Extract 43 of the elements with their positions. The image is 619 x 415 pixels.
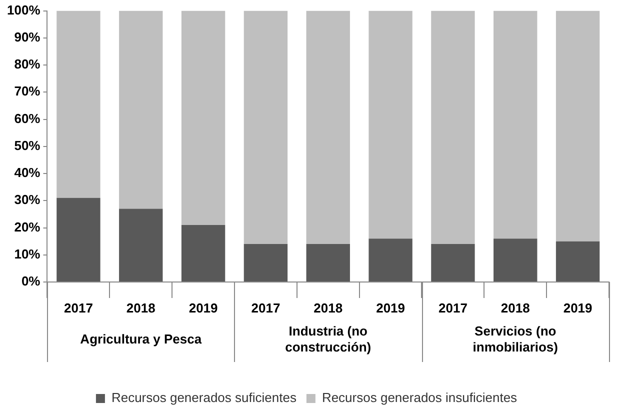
bar (368, 10, 412, 239)
bar (556, 241, 600, 282)
text: Agricultura y Pesca (80, 332, 202, 347)
bar (244, 10, 288, 244)
bar (306, 10, 350, 244)
x-tick-label: 2019 (188, 300, 218, 316)
y-tick-label: 100% (7, 2, 41, 18)
x-tick-label: 2017 (251, 300, 280, 316)
y-tick-label: 70% (14, 84, 41, 99)
y-tick-label: 30% (14, 192, 41, 208)
legend-label: Recursos generados insuficientes (322, 390, 518, 406)
bar (181, 225, 226, 282)
bar (181, 10, 226, 226)
bar (368, 238, 412, 282)
legend-label: Recursos generados suficientes (111, 390, 297, 406)
x-tick-label: 2017 (438, 300, 468, 316)
x-tick-label: 2018 (126, 300, 156, 316)
x-tick-label: 2018 (314, 300, 343, 316)
y-tick-label: 80% (14, 56, 41, 72)
bar (244, 244, 288, 282)
x-tick-label: 2019 (376, 300, 405, 316)
y-tick-label: 0% (21, 274, 41, 289)
text: Servicios (no inmobiliarios) (472, 324, 558, 355)
y-tick-label: 60% (14, 110, 41, 126)
bar (494, 238, 538, 282)
y-tick-label: 40% (14, 165, 41, 180)
bar (56, 10, 100, 198)
y-tick-label: 10% (14, 246, 41, 262)
bar (556, 10, 600, 242)
x-tick-label: 2019 (563, 300, 592, 316)
bar (431, 244, 475, 282)
y-tick-label: 20% (14, 219, 41, 234)
x-tick-label: 2017 (64, 300, 93, 316)
bar (56, 198, 100, 282)
bar (431, 10, 475, 244)
bar (494, 10, 538, 239)
bar (119, 208, 163, 282)
bar (119, 10, 163, 209)
y-tick-label: 90% (14, 30, 41, 44)
bar (306, 244, 350, 282)
x-tick-label: 2018 (500, 300, 530, 316)
y-tick-label: 50% (14, 138, 41, 153)
text: Industria (no construcción) (285, 324, 372, 355)
